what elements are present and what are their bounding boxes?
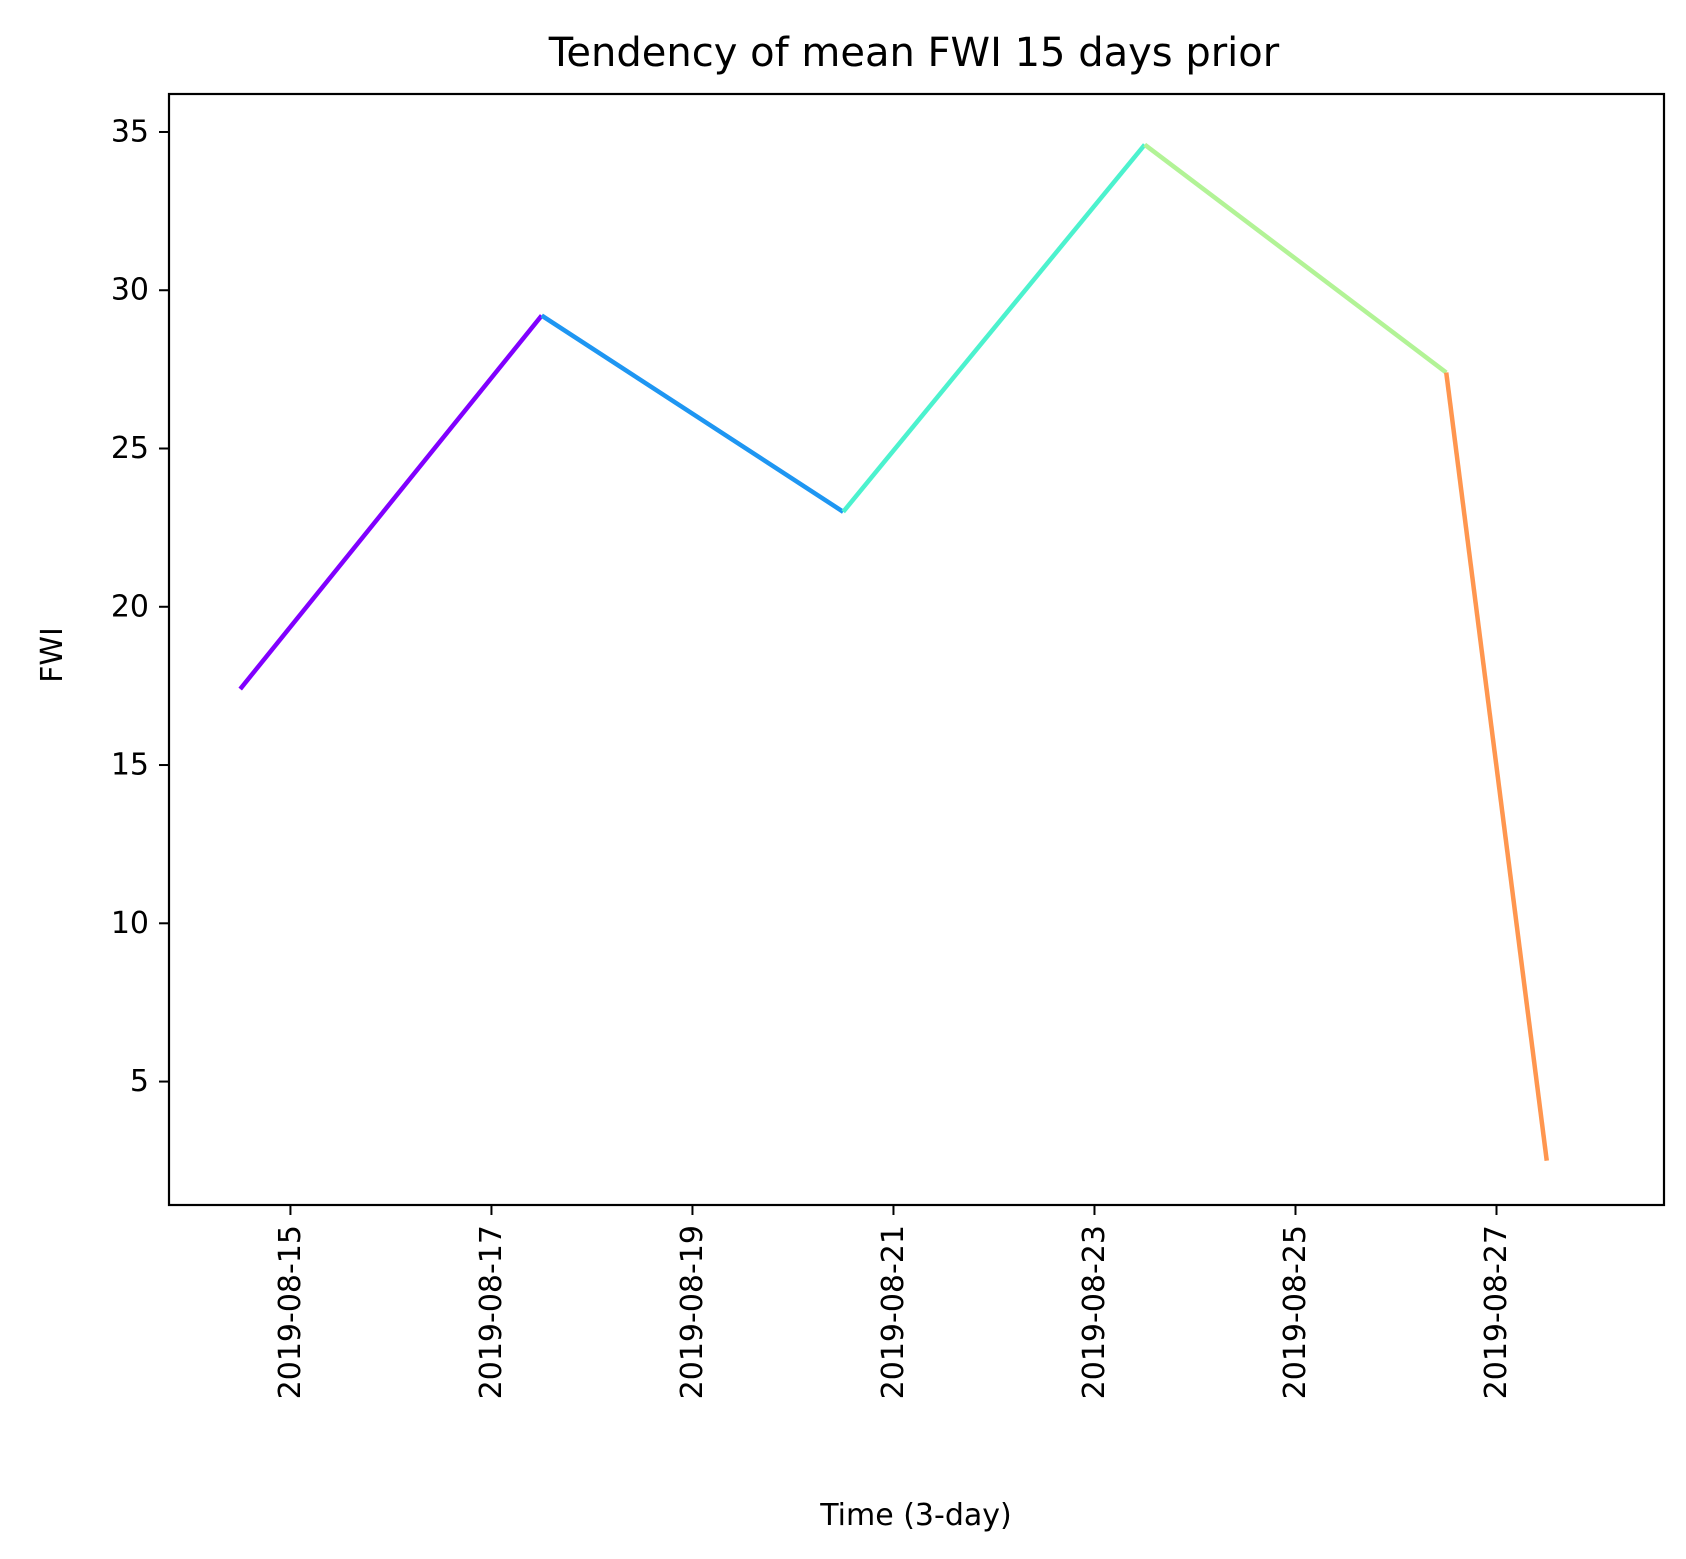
x-axis-label: Time (3-day) xyxy=(819,1498,1011,1533)
plot-frame xyxy=(167,92,1666,1207)
line-segment-1 xyxy=(238,314,544,691)
y-axis: 5 10 15 20 25 30 35 xyxy=(111,114,169,1099)
x-tick-label: 2019-08-15 xyxy=(273,1225,308,1399)
line-segment-4 xyxy=(1143,142,1448,375)
y-tick-label: 35 xyxy=(111,114,149,149)
y-tick-label: 15 xyxy=(111,748,149,783)
y-tick-label: 10 xyxy=(111,906,149,941)
x-tick-label: 2019-08-19 xyxy=(675,1225,710,1399)
x-tick-label: 2019-08-27 xyxy=(1479,1225,1514,1399)
y-tick-label: 20 xyxy=(111,589,149,624)
x-axis: 2019-08-15 2019-08-17 2019-08-19 2019-08-21… xyxy=(273,1205,1514,1399)
x-tick-label: 2019-08-21 xyxy=(876,1225,911,1399)
y-tick-label: 5 xyxy=(130,1064,149,1099)
line-segment-2 xyxy=(540,313,845,514)
line-segment-5 xyxy=(1444,372,1549,1161)
y-tick-label: 30 xyxy=(111,273,149,308)
x-tick-label: 2019-08-17 xyxy=(474,1225,509,1399)
line-segment-3 xyxy=(841,143,1147,514)
x-tick-label: 2019-08-25 xyxy=(1278,1225,1313,1399)
y-tick-label: 25 xyxy=(111,431,149,466)
series-line xyxy=(238,142,1549,1161)
y-axis-label: FWI xyxy=(35,627,70,683)
x-tick-label: 2019-08-23 xyxy=(1077,1225,1112,1399)
chart-title: Tendency of mean FWI 15 days prior xyxy=(548,30,1280,76)
